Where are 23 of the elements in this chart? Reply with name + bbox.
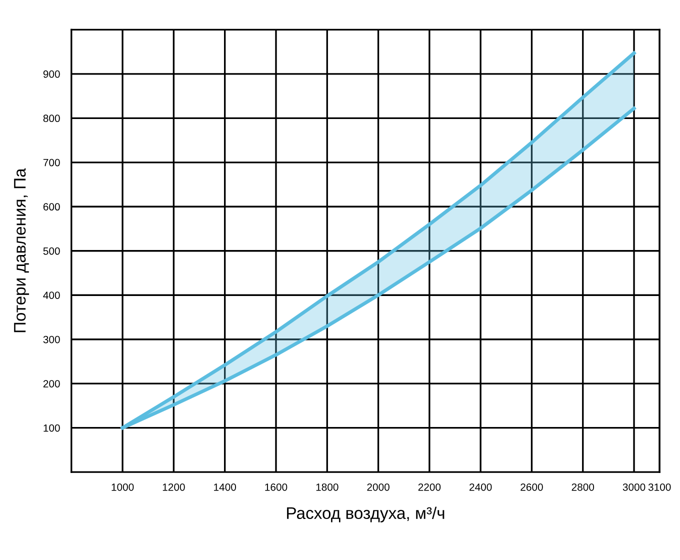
y-tick-label: 300 (43, 336, 60, 344)
x-tick-label: 2400 (470, 483, 492, 491)
x-tick-label: 2000 (367, 483, 390, 491)
y-tick-label: 200 (43, 380, 60, 388)
y-tick-label: 500 (43, 247, 60, 255)
x-axis-title: Расход воздуха, м³/ч (287, 506, 444, 522)
x-tick-label: 1200 (162, 483, 185, 491)
y-tick-label: 100 (44, 424, 60, 432)
y-tick-label: 900 (43, 70, 60, 78)
x-tick-label: 1400 (214, 483, 236, 491)
y-tick-label: 800 (43, 114, 60, 122)
y-tick-label: 400 (43, 292, 60, 299)
x-tick-label: 1600 (265, 483, 288, 491)
x-tick-label: 2800 (572, 483, 594, 491)
x-tick-label: 3000 (622, 483, 646, 491)
y-axis-title: Потери давления, Па (14, 168, 30, 332)
x-tick-label: 2200 (418, 483, 441, 491)
y-tick-label: 600 (43, 203, 60, 211)
x-tick-label: 1000 (112, 483, 134, 491)
x-tick-label: 1800 (316, 483, 338, 491)
x-tick-label: 3100 (648, 483, 671, 491)
x-tick-label: 2600 (520, 483, 543, 491)
y-tick-label: 700 (43, 158, 60, 166)
